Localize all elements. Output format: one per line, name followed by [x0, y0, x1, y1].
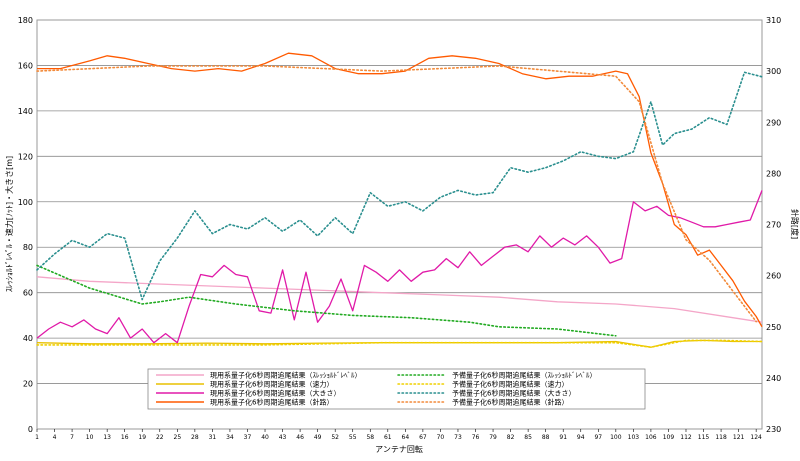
- x-tick-label: 46: [296, 434, 304, 441]
- legend: 現用系量子化6秒周期追尾結果（ｽﾚｯｼｮﾙﾄﾞﾚﾍﾞﾙ）現用系量子化6秒周期追尾…: [156, 371, 596, 407]
- x-tick-label: 61: [384, 434, 392, 441]
- x-tick-label: 7: [70, 434, 74, 441]
- y-axis-left-title: ｽﾚｯｼｮﾙﾄﾞﾚﾍﾞﾙ・速力[ﾉｯﾄ]・大きさ[m]: [4, 156, 14, 292]
- x-tick-label: 58: [366, 434, 374, 441]
- x-tick-label: 124: [750, 434, 762, 441]
- x-tick-label: 43: [279, 434, 287, 441]
- x-tick-label: 70: [437, 434, 445, 441]
- x-tick-label: 97: [594, 434, 602, 441]
- x-tick-label: 4: [53, 434, 57, 441]
- legend-label-5: 予備量子化6秒周期追尾結果（ｽﾚｯｼｮﾙﾄﾞﾚﾍﾞﾙ）: [452, 371, 596, 380]
- x-tick-label: 100: [610, 434, 622, 441]
- x-tick-label: 10: [86, 434, 94, 441]
- x-tick-label: 49: [314, 434, 322, 441]
- x-tick-label: 115: [698, 434, 710, 441]
- y-axis-left: 0 20 40 60 80 100 120 140 160 180: [18, 16, 33, 434]
- x-tick-label: 112: [680, 434, 692, 441]
- x-tick-label: 52: [331, 434, 339, 441]
- x-tick-label: 73: [454, 434, 462, 441]
- x-tick-label: 40: [261, 434, 269, 441]
- x-tick-label: 76: [472, 434, 480, 441]
- x-tick-label: 34: [226, 434, 234, 441]
- series-line-1: [36, 276, 763, 323]
- y-right-tick-label: 270: [766, 221, 781, 230]
- y-right-tick-label: 290: [766, 118, 781, 127]
- y-right-tick-label: 260: [766, 272, 781, 281]
- legend-label-6: 予備量子化6秒周期追尾結果（速力）: [452, 380, 568, 389]
- y-right-tick-label: 240: [766, 374, 781, 383]
- gridlines: [37, 65, 762, 384]
- x-tick-label: 91: [559, 434, 567, 441]
- series-line-5: [36, 264, 617, 337]
- series-layer: [36, 52, 763, 349]
- legend-label-3: 現用系量子化6秒周期追尾結果（大きさ）: [210, 389, 340, 398]
- series-line-4: [37, 52, 763, 328]
- x-tick-label: 121: [733, 434, 745, 441]
- legend-label-8: 予備量子化6秒周期追尾結果（針路）: [452, 398, 568, 407]
- x-tick-label: 1: [35, 434, 39, 441]
- x-tick-label: 55: [349, 434, 357, 441]
- y-left-tick-label: 100: [18, 198, 33, 207]
- y-left-tick-label: 60: [23, 289, 33, 298]
- x-axis: 1 4 7 10 13 16 19 22 25 28 31 34 37 40 43 46 49 52 55 58 61 6…: [35, 429, 762, 441]
- x-tick-label: 79: [489, 434, 497, 441]
- y-axis-right: 230 240 250 260 270 280 290 300 310: [766, 16, 781, 434]
- x-tick-label: 85: [524, 434, 532, 441]
- y-right-tick-label: 280: [766, 169, 781, 178]
- x-tick-label: 31: [209, 434, 217, 441]
- x-tick-label: 94: [577, 434, 585, 441]
- y-right-tick-label: 230: [766, 425, 781, 434]
- legend-label-4: 現用系量子化6秒周期追尾結果（針路）: [210, 398, 333, 407]
- x-tick-label: 25: [174, 434, 182, 441]
- x-tick-label: 64: [402, 434, 410, 441]
- x-axis-title: アンテナ回転: [375, 445, 423, 454]
- y-left-tick-label: 160: [18, 61, 33, 70]
- x-tick-label: 109: [663, 434, 675, 441]
- y-left-tick-label: 20: [23, 380, 33, 389]
- legend-box: [147, 368, 646, 410]
- x-tick-label: 82: [507, 434, 515, 441]
- y-right-tick-label: 310: [766, 16, 781, 25]
- x-tick-label: 103: [628, 434, 640, 441]
- x-tick-label: 88: [542, 434, 550, 441]
- y-left-tick-label: 140: [18, 107, 33, 116]
- y-left-tick-label: 0: [28, 425, 33, 434]
- x-tick-label: 22: [156, 434, 164, 441]
- y-left-tick-label: 40: [23, 334, 33, 343]
- x-tick-label: 19: [138, 434, 146, 441]
- series-line-8: [36, 65, 758, 323]
- x-tick-label: 67: [419, 434, 427, 441]
- y-left-tick-label: 180: [18, 16, 33, 25]
- series-line-7: [36, 71, 763, 301]
- plot-area: [36, 19, 763, 430]
- x-tick-label: 13: [103, 434, 111, 441]
- x-tick-label: 118: [715, 434, 727, 441]
- y-right-tick-label: 300: [766, 67, 781, 76]
- y-left-tick-label: 80: [23, 243, 33, 252]
- x-tick-label: 106: [645, 434, 657, 441]
- x-tick-label: 28: [191, 434, 199, 441]
- y-axis-right-title: 針路[度]: [790, 209, 800, 239]
- series-line-6: [36, 339, 763, 349]
- y-right-tick-label: 250: [766, 323, 781, 332]
- x-tick-label: 37: [244, 434, 252, 441]
- x-tick-label: 16: [121, 434, 129, 441]
- series-line-3: [36, 190, 763, 344]
- legend-label-2: 現用系量子化6秒周期追尾結果（速力）: [210, 380, 333, 389]
- y-left-tick-label: 120: [18, 152, 33, 161]
- legend-label-1: 現用系量子化6秒周期追尾結果（ｽﾚｯｼｮﾙﾄﾞﾚﾍﾞﾙ）: [210, 371, 361, 380]
- legend-label-7: 予備量子化6秒周期追尾結果（大きさ）: [452, 389, 575, 398]
